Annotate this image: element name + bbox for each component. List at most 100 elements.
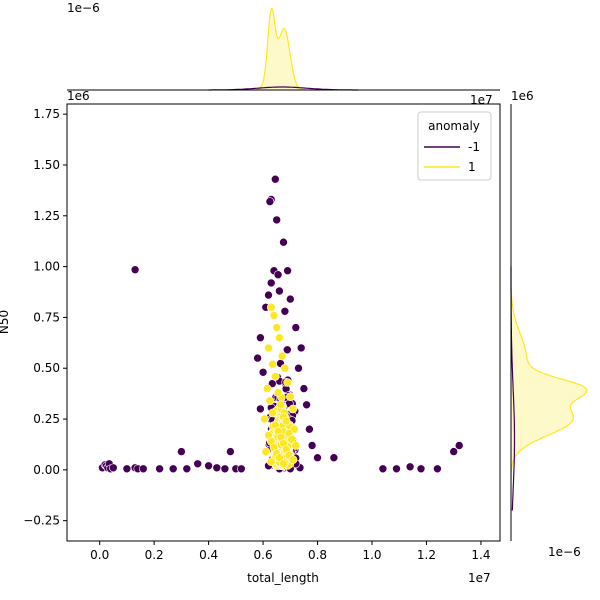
top-marginal-multiplier: 1e−6 [67, 1, 100, 15]
scatter-point-anomaly-1 [270, 372, 280, 381]
scatter-point-anomaly-neg1 [272, 215, 282, 225]
scatter-point-anomaly-neg1 [285, 294, 295, 304]
x-axis-multiplier-bottom: 1e7 [468, 571, 491, 585]
axes-frame [66, 103, 501, 542]
scatter-point-anomaly-neg1 [265, 197, 275, 206]
scatter-point-anomaly-neg1 [392, 464, 401, 474]
scatter-point-anomaly-neg1 [449, 447, 459, 456]
scatter-point-anomaly-neg1 [282, 345, 292, 355]
x-tick-label: 0.8 [308, 548, 327, 562]
scatter-point-anomaly-neg1 [139, 464, 148, 474]
right-marginal-kde: 1e−6 [510, 104, 588, 559]
scatter-point-anomaly-neg1 [177, 447, 186, 456]
y-tick-label: 0.50 [33, 361, 60, 375]
scatter-point-anomaly-neg1 [266, 278, 276, 288]
scatter-point-anomaly-neg1 [296, 343, 306, 353]
scatter-point-anomaly-1 [291, 441, 301, 450]
scatter-point-anomaly-neg1 [275, 286, 284, 296]
scatter-point-anomaly-neg1 [155, 464, 164, 474]
scatter-point-anomaly-neg1 [258, 367, 268, 377]
scatter-point-anomaly-1 [266, 302, 276, 312]
y-tick-label: 1.00 [33, 260, 60, 274]
scatter-point-anomaly-1 [262, 384, 272, 393]
scatter-point-anomaly-neg1 [283, 266, 292, 276]
scatter-point-anomaly-neg1 [454, 441, 464, 450]
scatter-point-anomaly-neg1 [279, 237, 288, 247]
scatter-points [98, 174, 464, 474]
x-axis-multiplier: 1e7 [470, 93, 493, 107]
y-tick-label: 0.75 [33, 310, 60, 324]
top-marginal-kde: 1e−6 [67, 1, 500, 91]
y-tick-label: −0.25 [23, 514, 60, 528]
scatter-point-anomaly-1 [288, 404, 298, 414]
scatter-point-anomaly-neg1 [416, 464, 426, 474]
y-axis-label: N50 [0, 310, 11, 334]
scatter-point-anomaly-neg1 [405, 462, 415, 472]
x-tick-label: 1.0 [362, 548, 381, 562]
scatter-point-anomaly-neg1 [226, 447, 235, 456]
top-kde-line [252, 7, 313, 91]
scatter-point-anomaly-neg1 [193, 459, 202, 469]
scatter-point-anomaly-neg1 [302, 400, 311, 410]
scatter-point-anomaly-1 [269, 311, 279, 320]
x-axis-ticks: 0.0 0.2 0.4 0.6 0.8 1.0 1.2 1.4 [90, 541, 490, 562]
x-tick-label: 0.2 [145, 548, 164, 562]
scatter-point-anomaly-neg1 [307, 441, 317, 450]
scatter-point-anomaly-neg1 [433, 464, 442, 474]
scatter-point-anomaly-neg1 [253, 353, 262, 363]
scatter-point-anomaly-1 [261, 447, 271, 456]
scatter-point-anomaly-neg1 [378, 464, 388, 474]
scatter-point-anomaly-1 [277, 351, 287, 361]
scatter-point-anomaly-neg1 [294, 363, 303, 373]
y-tick-label: 1.25 [33, 209, 60, 223]
scatter-point-anomaly-neg1 [256, 404, 265, 414]
scatter-point-anomaly-neg1 [237, 464, 246, 474]
scatter-point-anomaly-1 [281, 416, 291, 426]
right-kde-fill [511, 286, 588, 480]
scatter-point-anomaly-neg1 [280, 306, 290, 316]
right-marginal-multiplier: 1e−6 [548, 545, 581, 559]
x-axis-label: total_length [247, 571, 319, 585]
legend-label-1: 1 [468, 160, 476, 174]
scatter-point-anomaly-neg1 [313, 453, 322, 463]
scatter-point-anomaly-1 [283, 378, 292, 387]
scatter-point-anomaly-neg1 [329, 453, 339, 463]
y-tick-label: 0.00 [33, 463, 60, 477]
scatter-point-anomaly-neg1 [130, 265, 140, 275]
scatter-point-anomaly-1 [275, 333, 284, 343]
scatter-point-anomaly-neg1 [273, 270, 283, 280]
scatter-point-anomaly-neg1 [220, 464, 230, 474]
legend: anomaly -1 1 [417, 111, 492, 181]
scatter-point-anomaly-1 [288, 455, 298, 465]
scatter-point-anomaly-neg1 [267, 379, 277, 388]
legend-title: anomaly [428, 119, 480, 133]
scatter-point-anomaly-neg1 [299, 384, 309, 393]
scatter-point-anomaly-1 [260, 414, 269, 424]
y-axis-multiplier: 1e6 [67, 89, 90, 103]
y-axis-ticks: −0.25 0.00 0.25 0.50 0.75 1.00 1.25 1.50 1.75 [23, 107, 67, 528]
scatter-point-anomaly-neg1 [109, 463, 118, 473]
scatter-point-anomaly-1 [287, 435, 297, 444]
y-tick-label: 0.25 [33, 412, 60, 426]
top-kde-fill [252, 8, 313, 90]
scatter-point-anomaly-1 [265, 396, 275, 406]
scatter-point-anomaly-1 [272, 323, 282, 332]
x-tick-label: 1.2 [417, 548, 436, 562]
x-tick-label: 0.4 [199, 548, 218, 562]
scatter-point-anomaly-1 [275, 453, 284, 463]
x-tick-label: 0.0 [90, 548, 109, 562]
scatter-point-anomaly-neg1 [168, 464, 178, 474]
scatter-point-anomaly-1 [279, 459, 288, 469]
x-tick-label: 1.4 [471, 548, 490, 562]
scatter-point-anomaly-1 [280, 363, 290, 373]
scatter-point-anomaly-neg1 [204, 461, 213, 471]
scatter-point-anomaly-1 [276, 400, 286, 410]
scatter-point-anomaly-1 [285, 392, 295, 402]
scatter-point-anomaly-neg1 [256, 333, 265, 343]
scatter-point-anomaly-1 [266, 457, 276, 467]
scatter-point-anomaly-neg1 [212, 463, 222, 473]
scatter-point-anomaly-neg1 [270, 174, 280, 184]
scatter-point-anomaly-neg1 [264, 290, 273, 300]
legend-box [417, 111, 492, 181]
right-kde-line [510, 286, 588, 480]
